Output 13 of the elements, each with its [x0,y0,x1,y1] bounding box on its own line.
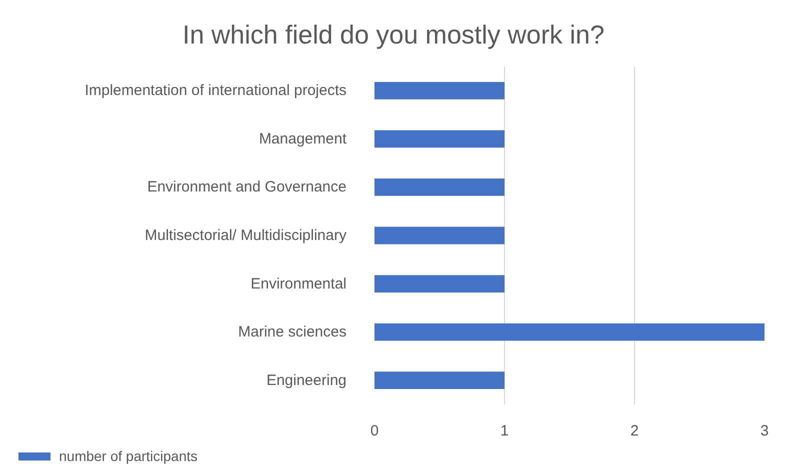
x-tick-label: 3 [760,422,769,440]
y-tick-label: Implementation of international projects [84,82,346,100]
x-tick-label: 1 [500,422,509,440]
y-tick-label: Management [258,130,348,148]
x-tick-label: 0 [370,422,379,440]
y-tick-label: Marine sciences [238,324,347,341]
chart-title: In which field do you mostly work in? [182,20,604,50]
y-tick-label: Environment and Governance [147,178,347,196]
y-tick-label: Engineering [266,372,346,389]
x-tick-label: 2 [630,422,639,440]
y-tick-label: Environmental [250,275,347,292]
legend-label: number of participants [59,448,198,464]
y-tick-label: Multisectorial/ Multidisciplinary [144,227,347,244]
